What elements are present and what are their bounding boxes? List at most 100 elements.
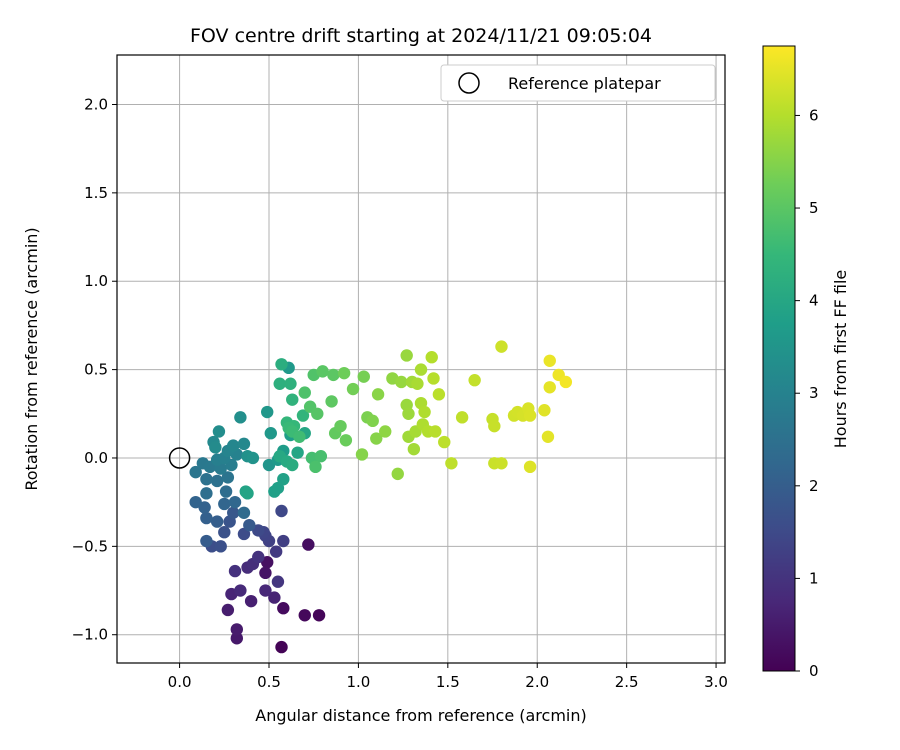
data-point: [293, 430, 306, 443]
data-point: [198, 501, 211, 514]
data-point: [237, 437, 251, 451]
data-point: [252, 524, 265, 537]
data-point: [271, 575, 285, 588]
y-axis-ticks: −1.0 −0.5 0.0 0.5 1.0 1.5 2.0: [72, 95, 117, 644]
data-point: [277, 602, 290, 615]
x-tick-label: 0.5: [257, 673, 281, 691]
data-point: [228, 495, 242, 509]
y-tick-label: −0.5: [72, 537, 108, 555]
reference-point: [168, 447, 191, 469]
data-point: [543, 381, 556, 394]
data-point: [246, 451, 260, 465]
data-point: [411, 377, 424, 390]
data-point: [243, 518, 256, 532]
colorbar-tick-label: 3: [809, 384, 819, 402]
data-point: [200, 487, 213, 500]
legend: Reference platepar: [440, 64, 716, 102]
data-point: [429, 425, 442, 438]
colorbar-tick-label: 1: [809, 569, 819, 587]
data-point: [275, 358, 288, 371]
data-point: [200, 511, 213, 525]
data-point: [200, 534, 213, 548]
data-point: [234, 584, 247, 597]
x-tick-label: 0.0: [168, 673, 192, 691]
grid: [117, 55, 725, 663]
data-point: [200, 472, 213, 486]
data-point: [262, 458, 276, 472]
data-point: [337, 366, 351, 380]
data-point: [314, 450, 328, 463]
data-point: [227, 439, 240, 452]
data-point: [312, 609, 326, 622]
data-point: [538, 404, 551, 417]
y-tick-label: −1.0: [72, 626, 108, 644]
data-points: [189, 340, 573, 654]
data-point: [284, 377, 297, 390]
data-point: [402, 407, 415, 420]
data-point: [495, 340, 508, 353]
data-point: [214, 540, 227, 553]
plot-frame: [116, 54, 726, 664]
data-point: [355, 448, 369, 461]
y-tick-label: 1.5: [84, 184, 108, 202]
data-point: [311, 407, 324, 420]
data-point: [275, 504, 288, 518]
data-point: [286, 458, 299, 472]
data-point: [309, 460, 322, 474]
data-point: [210, 474, 224, 488]
data-point: [400, 349, 413, 362]
data-point: [218, 497, 231, 511]
colorbar-tick-label: 2: [809, 477, 819, 495]
data-point: [237, 506, 251, 519]
data-point: [488, 419, 501, 433]
data-point: [327, 368, 340, 382]
x-tick-label: 2.5: [615, 673, 639, 691]
data-point: [259, 584, 272, 597]
colorbar: 0 1 2 3 4 5 6 Hours from first FF file: [762, 45, 850, 680]
data-point: [357, 370, 370, 383]
legend-label: Reference platepar: [508, 74, 661, 93]
data-point: [379, 425, 392, 438]
data-point: [425, 351, 438, 364]
data-point: [395, 375, 408, 389]
data-point: [219, 485, 233, 498]
data-point: [230, 632, 244, 645]
data-point: [277, 472, 290, 486]
legend-marker: [458, 72, 480, 94]
x-tick-label: 1.5: [436, 673, 460, 691]
data-point: [543, 354, 556, 367]
x-tick-label: 2.0: [525, 673, 549, 691]
data-point: [286, 393, 299, 406]
data-point: [495, 457, 508, 470]
data-point: [291, 446, 304, 459]
y-tick-label: 0.0: [84, 449, 108, 467]
data-point: [438, 435, 451, 449]
legend-box: [440, 64, 716, 102]
data-point: [366, 414, 379, 428]
data-point: [418, 405, 431, 419]
data-point: [346, 382, 360, 396]
data-point: [209, 441, 222, 454]
data-point: [228, 564, 242, 578]
data-point: [559, 375, 573, 389]
data-point: [414, 363, 428, 376]
data-point: [298, 386, 311, 399]
data-point: [264, 427, 277, 440]
data-point: [261, 405, 274, 419]
data-point: [189, 465, 202, 479]
colorbar-label: Hours from first FF file: [831, 270, 850, 449]
data-point: [227, 506, 240, 519]
data-point: [244, 594, 258, 608]
data-point: [298, 609, 311, 622]
data-point: [241, 487, 254, 500]
y-tick-label: 1.0: [84, 272, 108, 290]
data-point: [407, 442, 421, 456]
data-point: [427, 372, 440, 385]
data-point: [210, 515, 224, 528]
data-point: [339, 434, 353, 447]
data-point: [252, 550, 265, 564]
colorbar-gradient: [762, 45, 796, 672]
data-point: [275, 640, 288, 654]
y-tick-label: 0.5: [84, 361, 108, 379]
